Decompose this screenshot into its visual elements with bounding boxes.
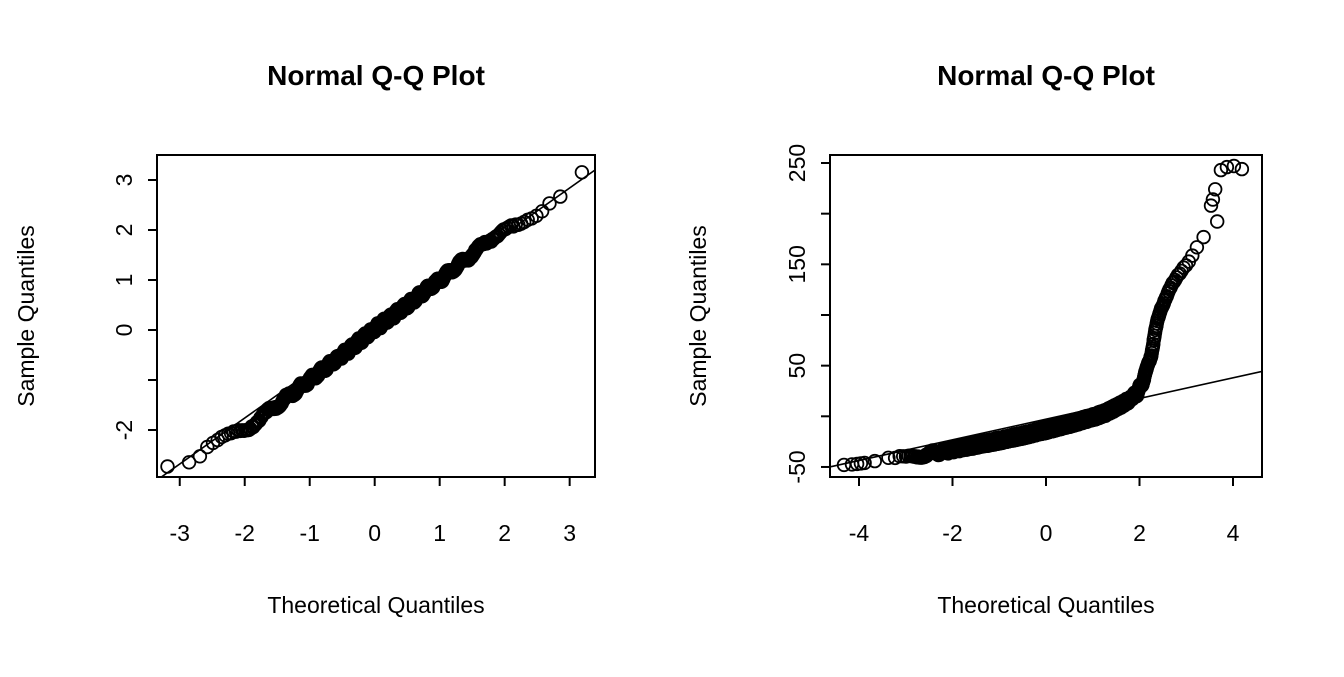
data-point <box>517 214 532 230</box>
y-tick-label: -50 <box>784 450 810 483</box>
x-tick-label: 0 <box>368 520 381 546</box>
outlier-point <box>1226 158 1242 174</box>
y-axis-label: Sample Quantiles <box>685 225 711 407</box>
data-point <box>192 449 208 464</box>
outlier-point <box>1205 192 1221 207</box>
outlier-point <box>1234 161 1250 177</box>
x-tick-label: -2 <box>235 520 255 546</box>
y-tick-label: -2 <box>111 420 137 440</box>
x-axis-label: Theoretical Quantiles <box>267 592 484 618</box>
data-point <box>160 459 175 474</box>
qq-plot-left: Normal Q-Q Plot Theoretical Quantiles Samp… <box>13 60 596 618</box>
x-tick-label: -4 <box>849 520 870 546</box>
data-point <box>574 165 590 180</box>
plot-box <box>156 154 596 478</box>
data-point <box>1185 248 1200 263</box>
data-point <box>1189 240 1205 255</box>
x-tick-label: 1 <box>433 520 446 546</box>
data-point <box>1210 214 1225 229</box>
data-point <box>1178 258 1194 273</box>
outlier-point <box>1219 159 1235 175</box>
x-tick-label: 2 <box>498 520 511 546</box>
plot-title: Normal Q-Q Plot <box>267 60 485 91</box>
qq-plot-figure-left: Normal Q-Q Plot Normal Q-Q Plot Theoretic… <box>0 0 672 672</box>
y-tick-label: 0 <box>111 324 137 337</box>
points-group <box>836 158 1250 473</box>
y-tick-label: 250 <box>784 144 810 182</box>
plot-box <box>829 154 1263 478</box>
y-tick-label: 3 <box>111 174 137 187</box>
plot-area <box>830 158 1262 473</box>
outlier-point <box>857 455 872 471</box>
x-tick-label: 2 <box>1133 520 1146 546</box>
y-tick-label: 2 <box>111 224 137 237</box>
x-axis-label: Theoretical Quantiles <box>937 592 1154 618</box>
plot-title: Normal Q-Q Plot <box>937 60 1155 91</box>
data-point <box>553 189 568 204</box>
data-point <box>867 453 883 469</box>
data-point <box>1196 229 1211 245</box>
x-tick-label: 4 <box>1227 520 1240 546</box>
outlier-point <box>1208 182 1223 197</box>
points-group <box>160 165 590 474</box>
outlier-point <box>1203 198 1219 213</box>
data-point <box>534 204 550 219</box>
data-point <box>542 196 557 211</box>
y-axis-label: Sample Quantiles <box>13 225 39 407</box>
qq-plot-right: Normal Q-Q Plot Theoretical Quantiles Samp… <box>685 60 1263 618</box>
y-tick-label: 150 <box>784 245 810 283</box>
x-tick-label: -1 <box>299 520 319 546</box>
plot-area <box>159 165 595 477</box>
qq-plot-figure-right: Normal Q-Q Plot Normal Q-Q Plot Theoretic… <box>672 0 1344 672</box>
x-tick-label: -3 <box>170 520 190 546</box>
y-tick-label: 50 <box>784 353 810 379</box>
y-tick-label: 1 <box>111 274 137 287</box>
x-tick-label: -2 <box>942 520 962 546</box>
data-point <box>210 432 225 448</box>
data-point <box>881 450 896 466</box>
x-tick-label: 0 <box>1040 520 1053 546</box>
x-tick-label: 3 <box>563 520 576 546</box>
data-point <box>181 455 197 470</box>
